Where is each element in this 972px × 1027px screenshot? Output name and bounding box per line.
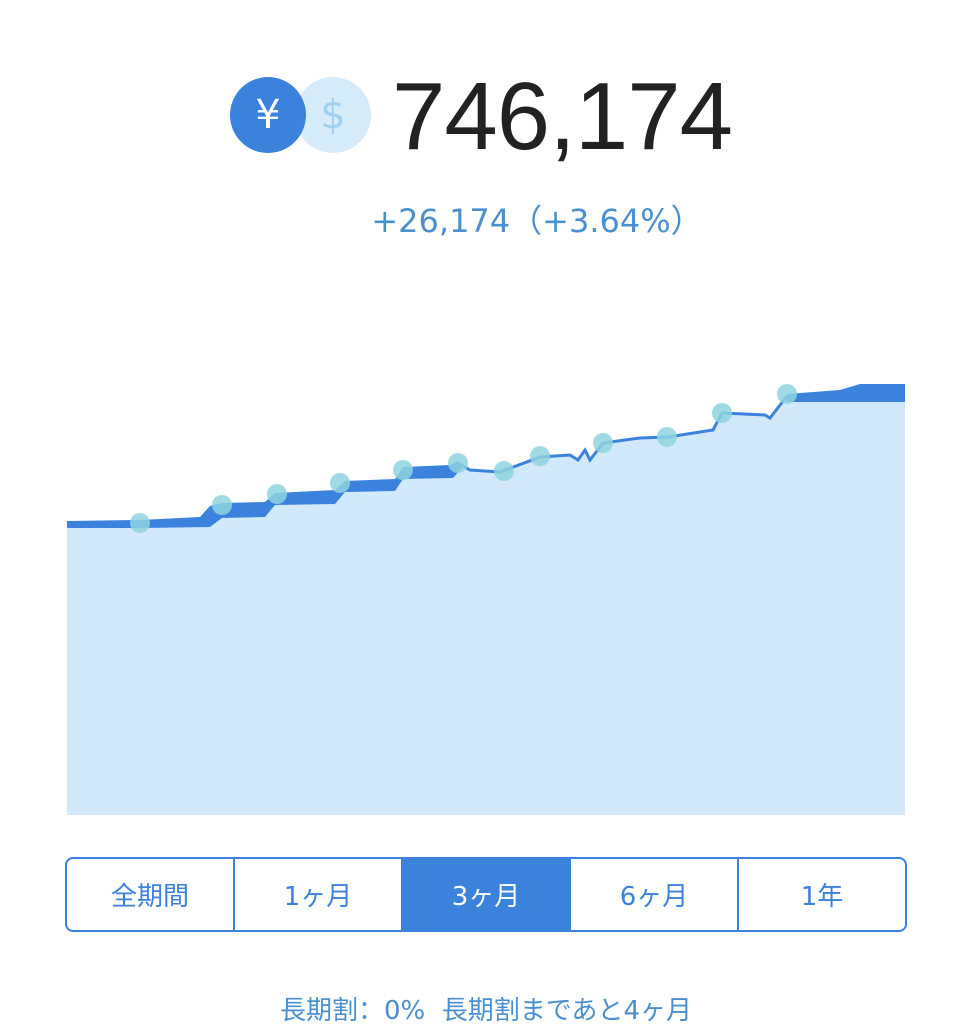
total-amount: 746,174 [392, 63, 733, 170]
event-dot [130, 513, 150, 533]
event-dot [267, 484, 287, 504]
event-dot [494, 461, 514, 481]
period-tab[interactable]: 1ヶ月 [233, 859, 401, 930]
period-tab[interactable]: 1年 [737, 859, 905, 930]
remaining-text: 長期割まであと4ヶ月 [441, 996, 693, 1026]
dollar-toggle[interactable]: $ [295, 77, 371, 153]
event-dot [393, 460, 413, 480]
event-dot [712, 403, 732, 423]
change-amount: +26,174（+3.64%） [371, 202, 703, 240]
yen-toggle[interactable]: ¥ [230, 77, 306, 153]
event-dot [530, 446, 550, 466]
chart-band [787, 384, 905, 402]
event-dot [448, 453, 468, 473]
chart-band [67, 461, 462, 528]
period-tabs: 全期間 1ヶ月 3ヶ月 6ヶ月 1年 [65, 857, 907, 932]
period-tab[interactable]: 6ヶ月 [569, 859, 737, 930]
chart-area [67, 386, 905, 815]
event-dot [593, 433, 613, 453]
event-dot [657, 427, 677, 447]
event-dot [212, 495, 232, 515]
footer: 長期割：0% 長期割まであと4ヶ月 [0, 990, 972, 1027]
event-dot [330, 473, 350, 493]
period-tab[interactable]: 3ヶ月 [401, 859, 569, 930]
event-dots [130, 384, 797, 533]
chart [67, 384, 905, 815]
period-tab[interactable]: 全期間 [110, 882, 189, 912]
event-dot [777, 384, 797, 404]
discount-text: 長期割：0% [279, 996, 426, 1026]
